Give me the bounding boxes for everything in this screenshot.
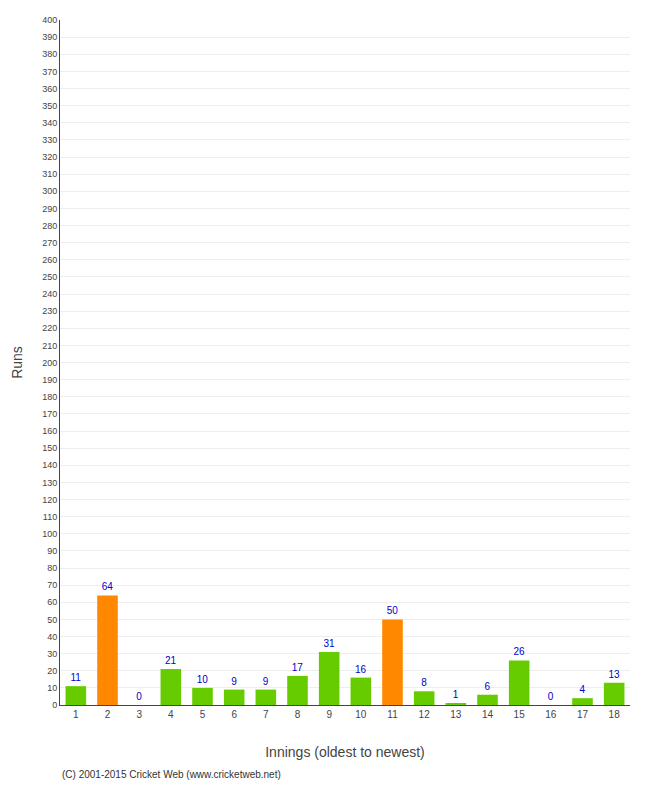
svg-text:190: 190	[42, 375, 57, 385]
svg-text:110: 110	[43, 512, 57, 522]
svg-text:13: 13	[450, 709, 462, 720]
svg-text:340: 340	[42, 118, 57, 128]
svg-text:13: 13	[608, 669, 620, 680]
svg-text:21: 21	[165, 655, 177, 666]
svg-text:9: 9	[263, 676, 269, 687]
svg-text:15: 15	[514, 709, 526, 720]
svg-text:16: 16	[355, 664, 367, 675]
svg-text:360: 360	[42, 84, 57, 94]
svg-text:9: 9	[326, 709, 332, 720]
svg-text:180: 180	[42, 392, 57, 402]
svg-text:Runs: Runs	[9, 346, 25, 379]
svg-text:200: 200	[42, 358, 57, 368]
svg-text:290: 290	[42, 204, 57, 214]
svg-text:50: 50	[47, 615, 57, 625]
svg-text:270: 270	[42, 238, 57, 248]
svg-text:Innings (oldest to newest): Innings (oldest to newest)	[265, 744, 425, 760]
svg-text:60: 60	[47, 597, 57, 607]
svg-text:11: 11	[387, 709, 398, 720]
svg-text:370: 370	[42, 67, 57, 77]
svg-text:400: 400	[42, 15, 57, 25]
svg-text:80: 80	[47, 563, 57, 573]
svg-text:18: 18	[609, 709, 621, 720]
svg-text:240: 240	[42, 289, 57, 299]
svg-text:130: 130	[42, 478, 57, 488]
svg-text:12: 12	[419, 709, 431, 720]
svg-text:3: 3	[136, 709, 142, 720]
svg-text:390: 390	[42, 32, 57, 42]
svg-text:1: 1	[453, 689, 459, 700]
svg-text:6: 6	[485, 681, 491, 692]
svg-text:300: 300	[42, 186, 57, 196]
svg-text:14: 14	[482, 709, 494, 720]
svg-text:10: 10	[355, 709, 367, 720]
svg-text:31: 31	[323, 638, 335, 649]
svg-text:16: 16	[545, 709, 557, 720]
svg-text:(C) 2001-2015 Cricket Web (www: (C) 2001-2015 Cricket Web (www.cricketwe…	[62, 769, 281, 780]
svg-text:10: 10	[197, 674, 209, 685]
svg-text:2: 2	[105, 709, 111, 720]
svg-text:90: 90	[47, 546, 57, 556]
svg-text:26: 26	[513, 646, 525, 657]
svg-text:8: 8	[295, 709, 301, 720]
svg-text:70: 70	[47, 580, 57, 590]
svg-text:160: 160	[42, 426, 57, 436]
svg-text:64: 64	[102, 581, 114, 592]
svg-text:8: 8	[421, 677, 427, 688]
svg-text:20: 20	[47, 666, 57, 676]
svg-text:0: 0	[136, 691, 142, 702]
svg-text:320: 320	[42, 152, 57, 162]
svg-text:4: 4	[168, 709, 174, 720]
svg-text:380: 380	[42, 49, 57, 59]
svg-text:1: 1	[73, 709, 79, 720]
svg-text:260: 260	[42, 255, 57, 265]
svg-text:220: 220	[42, 323, 57, 333]
svg-text:100: 100	[42, 529, 57, 539]
svg-text:230: 230	[42, 306, 57, 316]
svg-text:11: 11	[70, 672, 81, 683]
svg-text:4: 4	[580, 684, 586, 695]
svg-text:0: 0	[548, 691, 554, 702]
svg-text:0: 0	[52, 700, 57, 710]
svg-text:40: 40	[47, 632, 57, 642]
svg-text:140: 140	[42, 460, 57, 470]
svg-text:310: 310	[42, 169, 57, 179]
svg-text:5: 5	[200, 709, 206, 720]
svg-text:17: 17	[577, 709, 589, 720]
svg-text:7: 7	[263, 709, 269, 720]
svg-text:30: 30	[47, 649, 57, 659]
svg-text:6: 6	[231, 709, 237, 720]
svg-text:17: 17	[292, 662, 304, 673]
svg-text:330: 330	[42, 135, 57, 145]
svg-text:350: 350	[42, 101, 57, 111]
svg-text:9: 9	[231, 676, 237, 687]
svg-text:50: 50	[387, 605, 399, 616]
svg-text:250: 250	[42, 272, 57, 282]
svg-text:150: 150	[42, 443, 57, 453]
svg-text:280: 280	[42, 221, 57, 231]
svg-text:170: 170	[42, 409, 57, 419]
svg-text:10: 10	[47, 683, 57, 693]
svg-text:210: 210	[42, 341, 57, 351]
svg-text:120: 120	[42, 495, 57, 505]
